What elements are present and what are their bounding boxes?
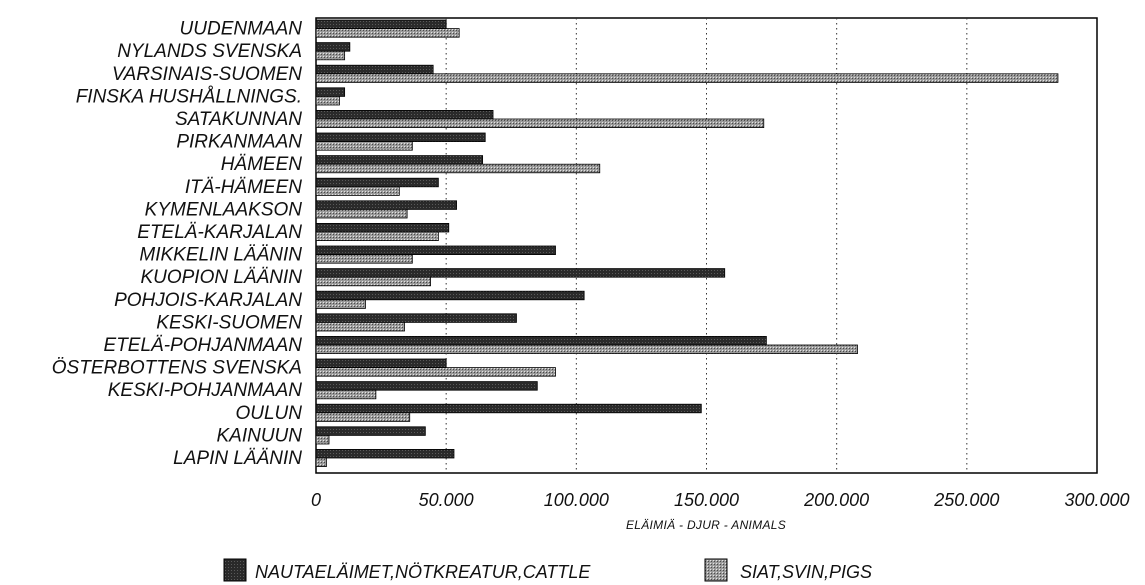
category-label: SATAKUNNAN: [175, 109, 302, 130]
bar-pigs: [315, 389, 377, 400]
category-label: MIKKELIN LÄÄNIN: [139, 245, 302, 266]
bar-pigs: [315, 344, 858, 355]
bar-pigs: [315, 457, 327, 468]
bar-cattle: [315, 335, 767, 346]
bar-cattle: [315, 426, 426, 436]
x-tick-label: 250.000: [933, 490, 999, 510]
x-tick-label: 200.000: [803, 490, 869, 510]
legend-label-cattle: NAUTAELÄIMET,NÖTKREATUR,CATTLE: [255, 562, 591, 582]
bar-pigs: [315, 50, 346, 61]
bar-cattle: [315, 313, 517, 323]
bar-cattle: [315, 177, 439, 188]
bar-cattle: [315, 358, 447, 369]
category-label: POHJOIS-KARJALAN: [114, 290, 302, 311]
x-tick-label: 100.000: [544, 490, 609, 510]
bar-pigs: [315, 186, 400, 196]
category-label: ETELÄ-KARJALAN: [137, 222, 302, 243]
bar-cattle: [315, 381, 538, 391]
gridlines: [445, 18, 968, 473]
category-label: NYLANDS SVENSKA: [117, 41, 302, 62]
bar-pigs: [315, 254, 413, 264]
category-label: KUOPION LÄÄNIN: [140, 267, 302, 288]
bar-pigs: [315, 231, 439, 242]
bar-pigs: [315, 367, 556, 377]
bar-cattle: [315, 245, 556, 256]
bar-pigs: [315, 299, 366, 309]
category-label: HÄMEEN: [221, 154, 303, 175]
category-label: ÖSTERBOTTENS SVENSKA: [52, 358, 302, 379]
x-tick-label: 300.000: [1064, 490, 1129, 510]
bar-pigs: [315, 96, 340, 106]
bar-cattle: [315, 19, 447, 30]
category-label: ETELÄ-POHJANMAAN: [104, 335, 303, 356]
category-label: KESKI-POHJANMAAN: [108, 380, 303, 401]
category-label: UUDENMAAN: [180, 19, 303, 40]
category-label: KAINUUN: [216, 425, 302, 446]
bar-pigs: [315, 28, 460, 38]
bar-cattle: [315, 110, 494, 120]
legend-swatch-pigs: [704, 558, 728, 582]
category-label: ITÄ-HÄMEEN: [185, 177, 302, 198]
bar-pigs: [315, 118, 765, 129]
bar-pigs: [315, 434, 330, 445]
bar-cattle: [315, 132, 486, 143]
bar-cattle: [315, 87, 346, 97]
bar-cattle: [315, 42, 351, 52]
x-axis-title: ELÄIMIÄ - DJUR - ANIMALS: [626, 518, 786, 532]
category-label: FINSKA HUSHÅLLNINGS.: [76, 86, 302, 107]
legend-label-pigs: SIAT,SVIN,PIGS: [740, 562, 872, 582]
bar-pigs: [315, 141, 413, 151]
x-tick-label: 50.000: [419, 490, 474, 510]
x-tick-labels: 0 50.000 100.000 150.000 200.000 250.000 300.0…: [311, 490, 1130, 510]
bar-cattle: [315, 222, 450, 233]
category-label: KESKI-SUOMEN: [156, 312, 302, 333]
x-tick-label: 0: [311, 490, 321, 510]
category-label: KYMENLAAKSON: [145, 199, 303, 220]
legend: NAUTAELÄIMET,NÖTKREATUR,CATTLE SIAT,SVIN…: [223, 558, 872, 582]
bar-cattle: [315, 403, 702, 414]
bars: [315, 19, 1059, 468]
bar-cattle: [315, 290, 585, 301]
legend-swatch-cattle: [223, 558, 247, 582]
category-label: VARSINAIS-SUOMEN: [112, 64, 302, 85]
x-tick-label: 150.000: [674, 490, 739, 510]
bar-pigs: [315, 276, 431, 287]
bar-cattle: [315, 448, 455, 459]
bar-pigs: [315, 208, 408, 219]
bar-cattle: [315, 268, 726, 278]
bar-cattle: [315, 200, 457, 210]
category-label: PIRKANMAAN: [176, 132, 302, 153]
bar-pigs: [315, 321, 405, 332]
category-label: OULUN: [235, 403, 302, 424]
category-label: LAPIN LÄÄNIN: [173, 448, 302, 469]
bar-pigs: [315, 412, 411, 422]
bar-pigs: [315, 163, 601, 174]
bar-pigs: [315, 73, 1059, 83]
bar-cattle: [315, 64, 434, 75]
bar-cattle: [315, 155, 484, 165]
